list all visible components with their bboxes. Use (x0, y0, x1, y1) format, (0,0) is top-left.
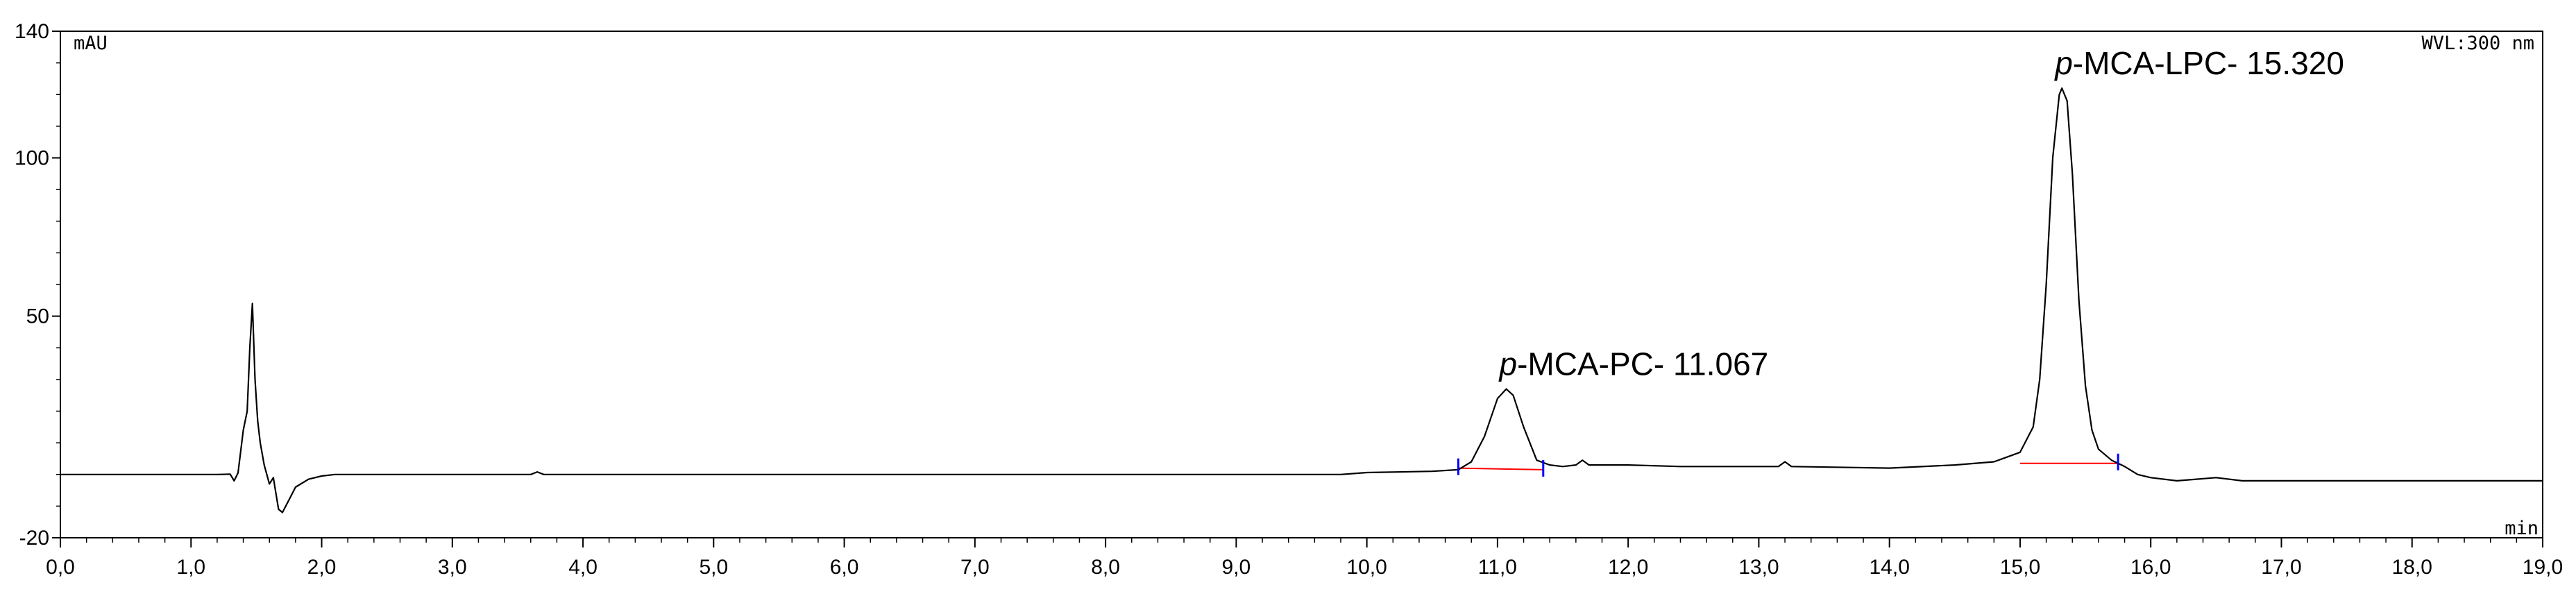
x-tick-label: 15,0 (2000, 556, 2040, 579)
x-tick-label: 12,0 (1608, 556, 1648, 579)
x-tick-label: 9,0 (1222, 556, 1251, 579)
x-tick-label: 4,0 (568, 556, 598, 579)
y-tick-label: 140 (15, 20, 49, 43)
y-tick-label: 100 (15, 147, 49, 170)
x-tick-label: 13,0 (1738, 556, 1779, 579)
peak-label: p-MCA-PC- 11.067 (1498, 346, 1769, 382)
x-tick-label: 5,0 (699, 556, 728, 579)
x-tick-label: 1,0 (176, 556, 205, 579)
x-tick-label: 11,0 (1478, 556, 1517, 579)
peak-label-text: -MCA-PC- 11.067 (1517, 346, 1768, 382)
x-tick-label: 10,0 (1346, 556, 1387, 579)
plot-frame (60, 31, 2543, 538)
x-axis-unit-label: min (2505, 518, 2539, 539)
x-tick-label: 3,0 (438, 556, 467, 579)
x-tick-label: 7,0 (960, 556, 990, 579)
integration-baseline (1458, 467, 1543, 470)
peak-label-prefix: p (2053, 45, 2073, 81)
x-tick-label: 17,0 (2261, 556, 2301, 579)
x-tick-label: 0,0 (46, 556, 75, 579)
chromatogram-trace (60, 87, 2543, 513)
y-tick-label: 50 (26, 305, 49, 328)
x-tick-label: 18,0 (2392, 556, 2432, 579)
wavelength-label: WVL:300 nm (2421, 33, 2534, 54)
y-axis-unit-label: mAU (74, 33, 108, 54)
y-tick-label: -20 (19, 527, 49, 550)
x-tick-label: 2,0 (307, 556, 337, 579)
x-tick-label: 16,0 (2130, 556, 2171, 579)
x-tick-label: 19,0 (2523, 556, 2563, 579)
x-tick-label: 6,0 (830, 556, 859, 579)
peak-label-prefix: p (1498, 346, 1518, 382)
peak-label: p-MCA-LPC- 15.320 (2053, 45, 2344, 81)
x-tick-label: 14,0 (1869, 556, 1909, 579)
x-tick-label: 8,0 (1091, 556, 1120, 579)
peak-label-text: -MCA-LPC- 15.320 (2073, 45, 2344, 81)
